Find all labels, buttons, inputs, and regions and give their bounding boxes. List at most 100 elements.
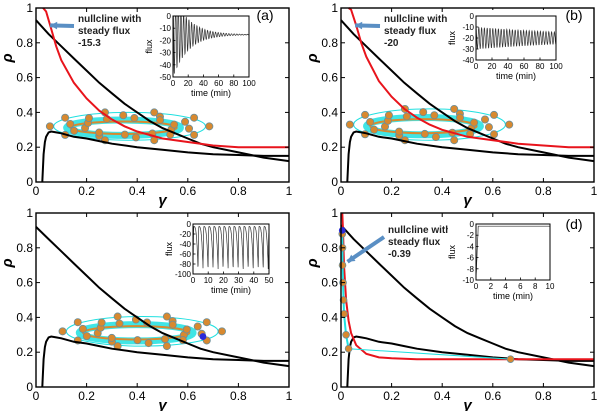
inset-x-tick-label: 60 bbox=[214, 79, 223, 88]
red-nullcline bbox=[348, 7, 594, 149]
x-tick-label: 0.8 bbox=[230, 389, 247, 403]
inset-y-tick-label: -6 bbox=[467, 254, 475, 263]
trajectory-marker bbox=[119, 111, 128, 120]
trajectory-marker bbox=[84, 114, 93, 123]
trajectory-marker bbox=[120, 130, 129, 139]
y-tick-label: 0 bbox=[26, 380, 33, 394]
x-tick-label: 1 bbox=[591, 184, 598, 198]
annotation-text: nullcline with bbox=[78, 14, 141, 25]
inset-x-tick-label: 80 bbox=[536, 62, 545, 71]
trajectory-marker bbox=[115, 319, 124, 328]
trajectory-marker bbox=[82, 332, 91, 341]
inset-x-tick-label: 10 bbox=[204, 276, 213, 285]
inset-y-tick-label: -100 bbox=[175, 270, 192, 279]
y-tick-label: 0.2 bbox=[321, 345, 338, 359]
y-tick-label: 1 bbox=[331, 206, 338, 220]
y-tick-label: 0.6 bbox=[16, 71, 33, 85]
x-tick-label: 0.2 bbox=[78, 184, 95, 198]
inset-x-tick-label: 30 bbox=[234, 276, 243, 285]
trajectory-marker bbox=[45, 122, 54, 131]
x-tick-label: 1 bbox=[286, 389, 293, 403]
inset-y-tick-label: -20 bbox=[159, 36, 171, 45]
x-tick-label: 0 bbox=[33, 389, 40, 403]
panel-d: 0 0.2 0.4 0.6 0.8 100.20.40.60.81γρ(d)nullcli… bbox=[304, 206, 598, 411]
trajectory-marker bbox=[342, 330, 350, 339]
x-tick-label: 1 bbox=[591, 389, 598, 403]
panel-b: 0 0.2 0.4 0.6 0.8 1 0 0.2 0.4 0.6 0.8 1 γ ρ (b) nullcli… bbox=[304, 1, 598, 209]
annotation-text: -20 bbox=[384, 38, 399, 49]
inset-x-axis-label: time (min) bbox=[191, 88, 231, 98]
x-tick-label: 0.2 bbox=[78, 389, 95, 403]
trajectory-marker bbox=[205, 122, 214, 131]
inset-y-tick-label: -30 bbox=[159, 49, 171, 58]
inset-x-tick-label: 50 bbox=[265, 276, 274, 285]
inset-y-axis-label: flux bbox=[164, 242, 174, 257]
inset-x-tick-label: 100 bbox=[549, 62, 563, 71]
inset-x-tick-label: 2 bbox=[489, 282, 494, 291]
trajectory-marker bbox=[506, 355, 515, 363]
inset-y-tick-label: -40 bbox=[179, 240, 191, 249]
trajectory-marker bbox=[78, 324, 87, 333]
inset-y-tick-label: -10 bbox=[462, 276, 474, 285]
trajectory-marker bbox=[97, 318, 106, 327]
panel-c: 00.20.40.60.8100.20.40.60.81γρ(c)0102030… bbox=[0, 206, 293, 411]
trajectory-marker bbox=[181, 117, 190, 126]
inset-flux-trace bbox=[173, 15, 250, 74]
panel-label: (a) bbox=[256, 7, 273, 23]
inset-y-tick-label: 0 bbox=[470, 12, 475, 21]
inset-y-tick-label: -2 bbox=[467, 231, 475, 240]
inset-y-axis-label: flux bbox=[144, 39, 154, 54]
inset-flux-trace bbox=[475, 26, 557, 50]
y-tick-label: 0.2 bbox=[16, 345, 33, 359]
black-nullcline-descending bbox=[340, 19, 595, 163]
x-tick-label: 0.6 bbox=[484, 184, 501, 198]
inset-flux-trace bbox=[475, 225, 550, 281]
y-tick-label: 0.4 bbox=[321, 310, 338, 324]
trajectory-marker bbox=[419, 108, 428, 117]
inset-y-tick-label: -30 bbox=[462, 45, 474, 54]
trajectory-marker bbox=[131, 133, 140, 142]
annotation-arrowhead bbox=[347, 254, 356, 262]
plot-frame bbox=[340, 7, 595, 183]
x-tick-label: 0.8 bbox=[535, 184, 552, 198]
inset-x-tick-label: 6 bbox=[518, 282, 523, 291]
trajectory-marker bbox=[339, 296, 348, 304]
annotation-text: steady flux bbox=[388, 237, 441, 248]
x-tick-label: 0.6 bbox=[179, 184, 196, 198]
x-tick-label: 0.8 bbox=[535, 389, 552, 403]
inset-frame bbox=[172, 15, 250, 78]
trajectory-marker bbox=[420, 129, 429, 138]
y-tick-label: 0.2 bbox=[16, 140, 33, 154]
annotation-text: -0.39 bbox=[388, 249, 411, 260]
trajectory-marker bbox=[484, 123, 493, 132]
trajectory-marker bbox=[182, 325, 191, 334]
annotation-text: steady flux bbox=[78, 26, 131, 37]
inset-x-tick-label: 20 bbox=[184, 79, 193, 88]
trajectory-marker bbox=[456, 113, 465, 122]
y-axis-label: ρ bbox=[0, 258, 16, 268]
trajectory-marker bbox=[217, 327, 226, 336]
trajectory-marker bbox=[402, 112, 411, 121]
x-tick-label: 0.4 bbox=[434, 389, 451, 403]
annotation-text: nullcline with bbox=[384, 14, 447, 25]
trajectory-marker bbox=[505, 120, 514, 129]
inset-x-tick-label: 20 bbox=[488, 62, 497, 71]
inset-x-tick-label: 8 bbox=[533, 282, 538, 291]
y-tick-label: 0.4 bbox=[16, 105, 33, 119]
inset-x-tick-label: 40 bbox=[504, 62, 513, 71]
inset-background bbox=[145, 10, 255, 99]
trajectory-marker bbox=[338, 261, 347, 270]
y-tick-label: 0.6 bbox=[16, 276, 33, 290]
black-nullcline-hump bbox=[346, 335, 594, 388]
x-tick-label: 0.4 bbox=[129, 389, 146, 403]
inset-y-tick-label: -20 bbox=[179, 230, 191, 239]
inset-x-tick-label: 0 bbox=[474, 282, 479, 291]
inset-x-tick-label: 0 bbox=[171, 79, 176, 88]
panel-a: 0 0.2 0.4 0.6 0.8 1 0 0.2 0.4 0.6 0.8 1 γ ρ (a) nullcli… bbox=[0, 1, 293, 209]
y-tick-label: 0.4 bbox=[16, 310, 33, 324]
trajectory-marker bbox=[470, 118, 479, 127]
y-tick-label: 0.8 bbox=[321, 241, 338, 255]
inset-y-tick-label: -10 bbox=[462, 23, 474, 32]
